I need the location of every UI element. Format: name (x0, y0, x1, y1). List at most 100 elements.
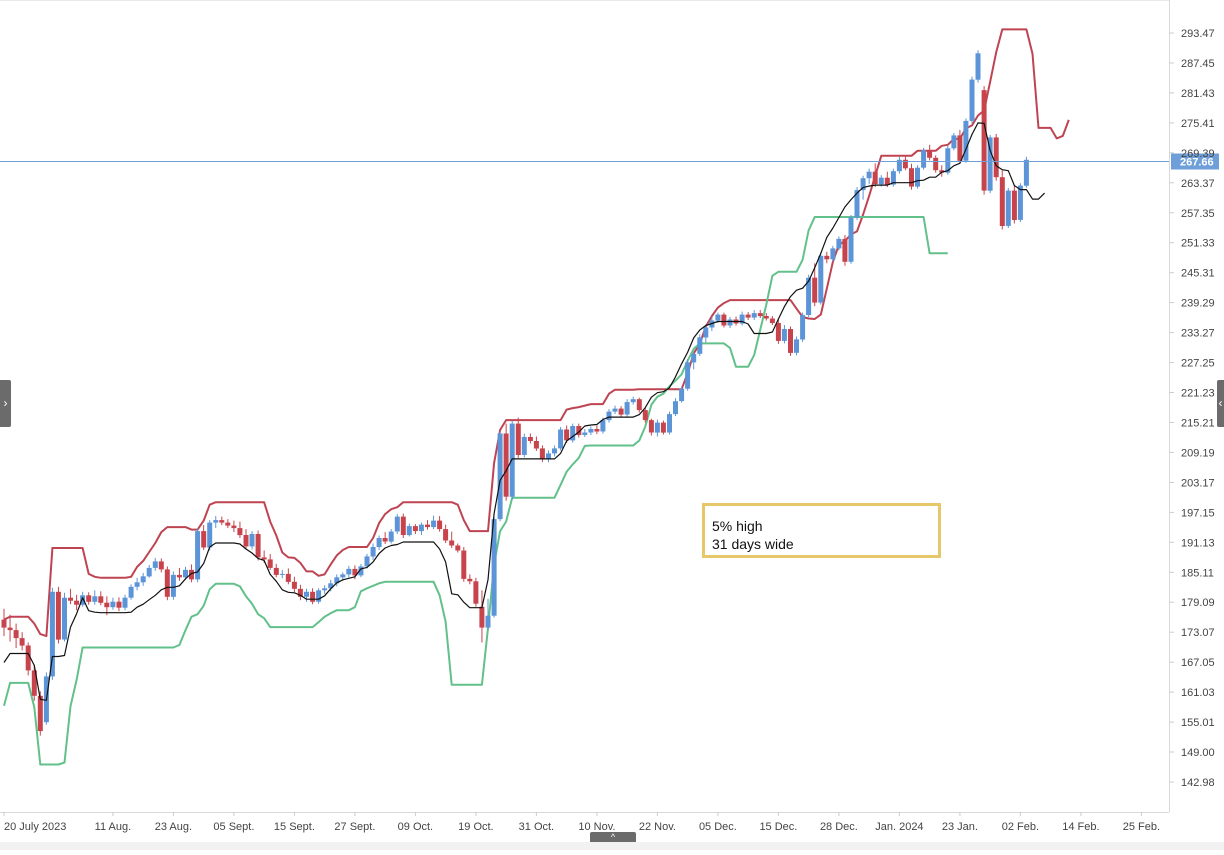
bottom-expand-handle[interactable]: ^ (590, 832, 636, 842)
candle-body (479, 606, 485, 628)
x-tick-label: Jan. 2024 (875, 821, 923, 833)
candle-body (146, 567, 152, 577)
lower-envelope-line (3, 216, 948, 766)
x-tick-label: 23 Jan. (942, 821, 978, 833)
candle-body (636, 399, 642, 411)
candle (781, 325, 787, 344)
candle-body (902, 159, 908, 169)
candle (890, 168, 896, 187)
candle (812, 263, 818, 307)
annotation-line-2: 31 days wide (712, 536, 794, 552)
candle-body (588, 429, 594, 433)
y-tick-label: 185.11 (1181, 567, 1214, 579)
x-tick-label: 02 Feb. (1002, 821, 1039, 833)
candle (164, 566, 170, 601)
candle-body (1, 619, 7, 628)
candle-body (951, 135, 957, 149)
candle-body (425, 524, 430, 528)
candle (491, 517, 497, 618)
candle (370, 543, 376, 560)
candle-body (515, 423, 521, 455)
middle-line (3, 122, 1046, 701)
candle-body (546, 453, 551, 460)
candle-body (788, 329, 793, 353)
x-tick-label: 23 Aug. (155, 821, 192, 833)
candle (255, 530, 261, 561)
candle-body (836, 238, 842, 249)
candle-body (642, 410, 648, 421)
candle (794, 336, 799, 356)
candle-body (273, 567, 279, 575)
candle-body (576, 426, 582, 435)
candle-body (981, 90, 987, 191)
y-tick-label: 155.01 (1181, 717, 1215, 729)
candle-body (521, 437, 527, 455)
candle (346, 565, 352, 578)
candle-body (322, 588, 328, 591)
y-tick-label: 191.13 (1181, 537, 1215, 549)
x-tick-label: 09 Oct. (398, 821, 433, 833)
candle (515, 417, 521, 458)
candle-body (896, 159, 902, 172)
candle (963, 118, 969, 163)
candle-body (455, 545, 461, 551)
candle-body (473, 581, 479, 604)
candle (183, 566, 188, 580)
y-tick-label: 227.25 (1181, 358, 1215, 370)
candle-body (316, 590, 322, 602)
candle-body (152, 561, 158, 568)
candle-body (358, 566, 364, 576)
candle-body (806, 277, 812, 315)
candle-body (775, 323, 781, 341)
candle-body (418, 524, 424, 532)
candle-body (13, 630, 19, 639)
candle (909, 163, 914, 190)
candle-body (939, 170, 945, 173)
upper-envelope-line (3, 28, 1070, 638)
candle (92, 590, 98, 605)
candle (1, 608, 7, 637)
candle (231, 520, 237, 533)
candle-body (987, 137, 993, 191)
candle (473, 577, 479, 607)
candle (412, 524, 418, 534)
left-expand-handle[interactable]: › (0, 380, 11, 427)
candle-body (582, 432, 588, 435)
candle (921, 147, 927, 170)
right-expand-handle[interactable]: ‹ (1217, 380, 1224, 427)
candle (757, 310, 763, 318)
candle-body (98, 596, 104, 603)
candle (570, 423, 576, 443)
candle (739, 311, 745, 326)
candle-body (667, 414, 672, 433)
candle-body (884, 177, 890, 185)
candle (606, 409, 612, 423)
candle-body (170, 574, 176, 597)
candle-body (739, 314, 745, 324)
candle (800, 312, 806, 342)
candle-body (1023, 159, 1029, 186)
candle (49, 587, 55, 680)
candle-body (213, 520, 219, 523)
candle (618, 406, 624, 417)
candle-body (37, 695, 43, 732)
candle (418, 522, 424, 535)
candle (13, 623, 19, 648)
candle-body (225, 522, 231, 526)
candle (207, 520, 213, 551)
candle (310, 588, 316, 605)
candle-body (25, 645, 31, 671)
candle (503, 423, 509, 501)
candle-body (564, 429, 570, 441)
candle-body (794, 339, 799, 353)
candle-body (1011, 190, 1017, 220)
candle-body (842, 238, 848, 262)
candle-body (691, 353, 697, 363)
candle (763, 313, 769, 321)
annotation-box: 5% high 31 days wide (702, 503, 941, 558)
candle-body (231, 525, 237, 529)
candle-body (781, 329, 787, 341)
candle (987, 134, 993, 194)
candle-body (721, 314, 727, 326)
